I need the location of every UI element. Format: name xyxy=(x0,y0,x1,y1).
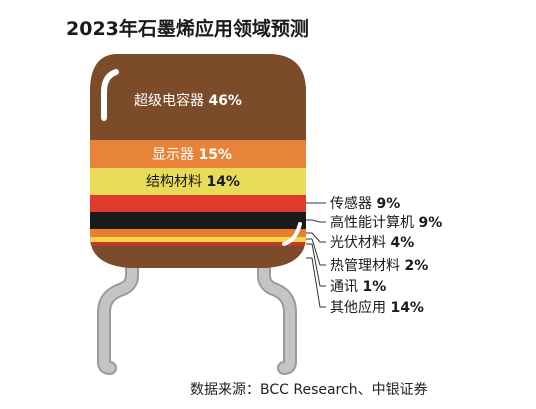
segment-label-1: 超级电容器 46% xyxy=(134,92,242,109)
callout-label-6: 光伏材料 4% xyxy=(330,235,414,251)
segment-7 xyxy=(90,237,306,242)
callout-label-9: 其他应用 14% xyxy=(330,299,424,316)
body-highlight-bottom xyxy=(282,222,302,246)
segment-5 xyxy=(90,212,306,229)
callout-line-8 xyxy=(306,243,326,287)
capacitor-body xyxy=(90,54,306,268)
callout-label-7: 热管理材料 2% xyxy=(330,258,428,274)
body-highlight xyxy=(101,69,119,121)
segment-2 xyxy=(90,140,306,168)
segment-label-3: 结构材料 14% xyxy=(146,174,240,190)
callout-label-4: 传感器 9% xyxy=(330,195,400,212)
segment-label-2: 显示器 15% xyxy=(152,147,232,163)
callout-label-8: 通讯 1% xyxy=(330,279,386,295)
capacitor-legs xyxy=(97,255,297,375)
segment-8 xyxy=(90,242,306,246)
callout-line-5 xyxy=(306,219,326,223)
callout-line-7 xyxy=(306,238,326,266)
callout-line-6 xyxy=(306,232,326,243)
callout-line-9 xyxy=(306,257,326,308)
segment-6 xyxy=(90,229,306,237)
segment-9 xyxy=(90,246,306,268)
chart-title: 2023年石墨烯应用领域预测 xyxy=(66,18,309,40)
segment-3 xyxy=(90,168,306,195)
left-leg xyxy=(99,257,137,373)
segment-1 xyxy=(90,54,306,140)
source-note: 数据来源：BCC Research、中银证券 xyxy=(190,382,428,398)
right-leg xyxy=(259,257,295,373)
segment-4 xyxy=(90,195,306,212)
callout-label-5: 高性能计算机 9% xyxy=(330,214,442,231)
